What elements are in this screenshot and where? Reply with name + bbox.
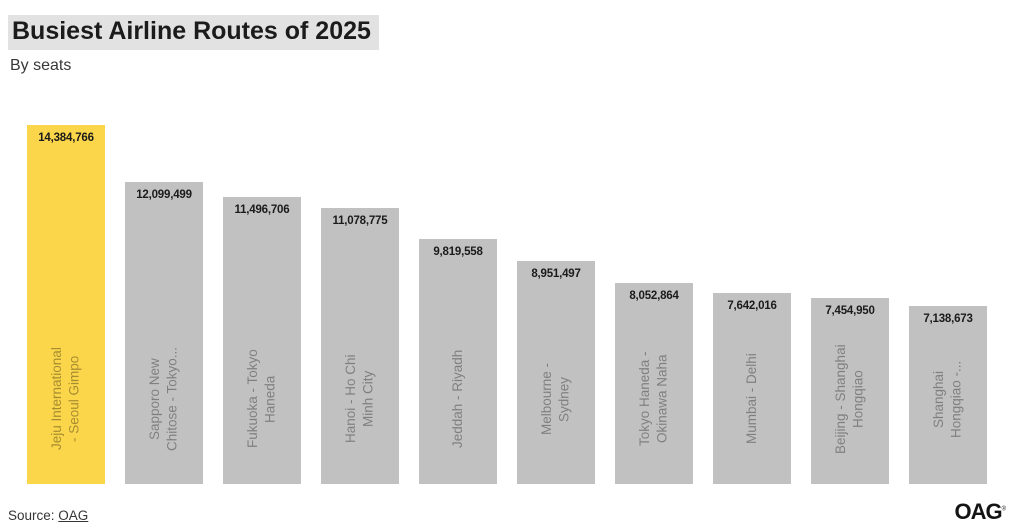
- bar-6[interactable]: 8,951,497 Melbourne - Sydney: [517, 261, 595, 484]
- bar-chart-plot-area: 14,384,766 Jeju International - Seoul Gim…: [27, 70, 987, 484]
- bar-value-label: 8,951,497: [531, 268, 581, 280]
- chart-footer: Source: OAG OAG®: [8, 501, 1006, 524]
- bar-category-label: Beijing - Shanghai Hongqiao: [833, 344, 866, 454]
- oag-logo: OAG®: [954, 501, 1006, 523]
- bar-4[interactable]: 11,078,775 Hanoi - Ho Chi Minh City: [321, 208, 399, 484]
- bar-value-label: 12,099,499: [136, 189, 192, 201]
- bar-1[interactable]: 14,384,766 Jeju International - Seoul Gim…: [27, 125, 105, 484]
- bar-category-label: Hanoi - Ho Chi Minh City: [343, 354, 376, 444]
- source-note: Source: OAG: [8, 508, 88, 523]
- bar-value-label: 14,384,766: [38, 132, 94, 144]
- source-link[interactable]: OAG: [58, 508, 89, 523]
- bar-category-label: Melbourne - Sydney: [539, 362, 572, 436]
- bar-10[interactable]: 7,138,673 Shanghai Hongqiao -...: [909, 306, 987, 484]
- bar-2[interactable]: 12,099,499 Sapporo New Chitose - Tokyo...: [125, 182, 203, 484]
- bar-category-label: Fukuoka - Tokyo Haneda: [245, 349, 278, 449]
- bar-chart: 14,384,766 Jeju International - Seoul Gim…: [27, 70, 987, 484]
- oag-logo-trademark: ®: [1001, 506, 1006, 513]
- bar-value-label: 7,138,673: [923, 313, 973, 325]
- bar-value-label: 8,052,864: [629, 290, 679, 302]
- bar-value-label: 11,078,775: [332, 215, 388, 227]
- chart-header: Busiest Airline Routes of 2025 By seats: [8, 10, 379, 75]
- bar-7[interactable]: 8,052,864 Tokyo Haneda - Okinawa Naha: [615, 283, 693, 484]
- bar-value-label: 9,819,558: [433, 246, 483, 258]
- bar-3[interactable]: 11,496,706 Fukuoka - Tokyo Haneda: [223, 197, 301, 484]
- bar-category-label: Mumbai - Delhi: [744, 353, 760, 445]
- bar-value-label: 11,496,706: [234, 204, 290, 216]
- chart-subtitle: By seats: [10, 56, 72, 74]
- bar-category-label: Sapporo New Chitose - Tokyo...: [147, 346, 180, 452]
- bar-category-label: Jeddah - Riyadh: [450, 349, 466, 449]
- bar-category-label: Shanghai Hongqiao -...: [931, 360, 964, 438]
- bar-value-label: 7,642,016: [727, 300, 777, 312]
- bar-value-label: 7,454,950: [825, 305, 875, 317]
- page-title-text: Busiest Airline Routes of 2025: [8, 15, 379, 50]
- bar-category-label: Tokyo Haneda - Okinawa Naha: [637, 351, 670, 447]
- oag-logo-text: OAG: [954, 499, 1002, 524]
- source-prefix: Source:: [8, 508, 55, 523]
- bar-5[interactable]: 9,819,558 Jeddah - Riyadh: [419, 239, 497, 484]
- page-title: Busiest Airline Routes of 2025: [8, 10, 379, 50]
- bar-category-label: Jeju International - Seoul Gimpo: [49, 347, 82, 451]
- bar-8[interactable]: 7,642,016 Mumbai - Delhi: [713, 293, 791, 484]
- bar-9[interactable]: 7,454,950 Beijing - Shanghai Hongqiao: [811, 298, 889, 484]
